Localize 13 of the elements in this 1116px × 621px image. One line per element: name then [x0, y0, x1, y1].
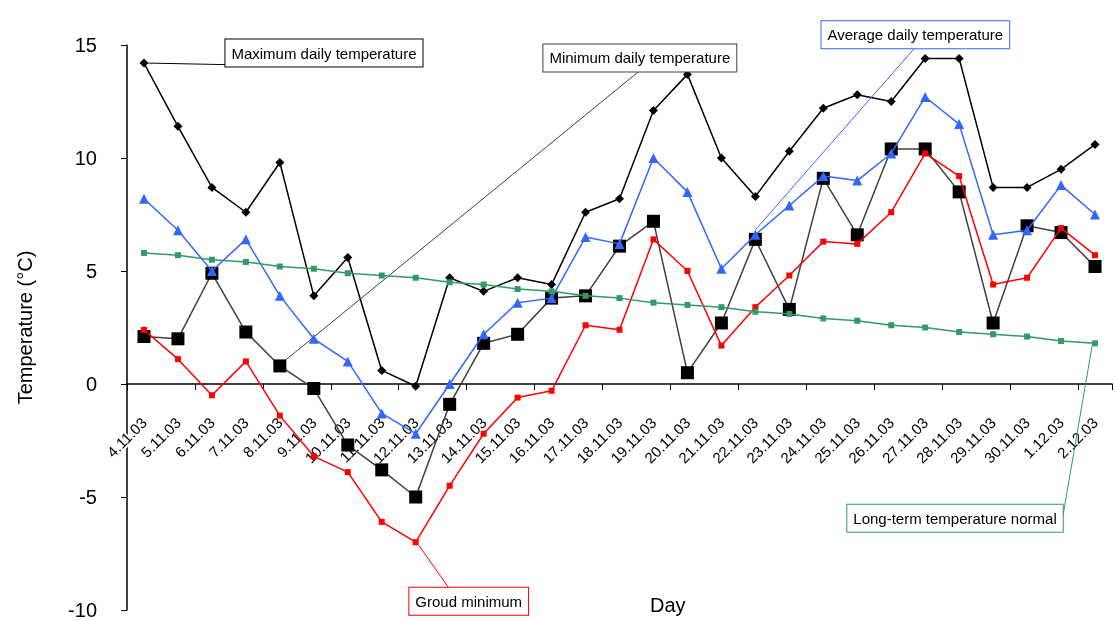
- text: Average daily temperature: [827, 26, 1004, 44]
- y-tick-label: 10: [74, 147, 97, 169]
- y-axis-title: Temperature (°C): [14, 250, 36, 405]
- text: Groud minimum: [415, 592, 523, 610]
- text: Long-term temperature normal: [853, 509, 1057, 527]
- y-tick-label: -5: [79, 486, 97, 508]
- y-tick-label: 5: [85, 260, 97, 282]
- y-tick-label: 0: [85, 373, 97, 395]
- y-tick-label: 15: [74, 34, 97, 56]
- text: Minimum daily temperature: [549, 49, 731, 67]
- text: Maximum daily temperature: [231, 44, 417, 62]
- x-axis-title: Day: [650, 594, 686, 616]
- y-tick-label: -10: [68, 599, 97, 621]
